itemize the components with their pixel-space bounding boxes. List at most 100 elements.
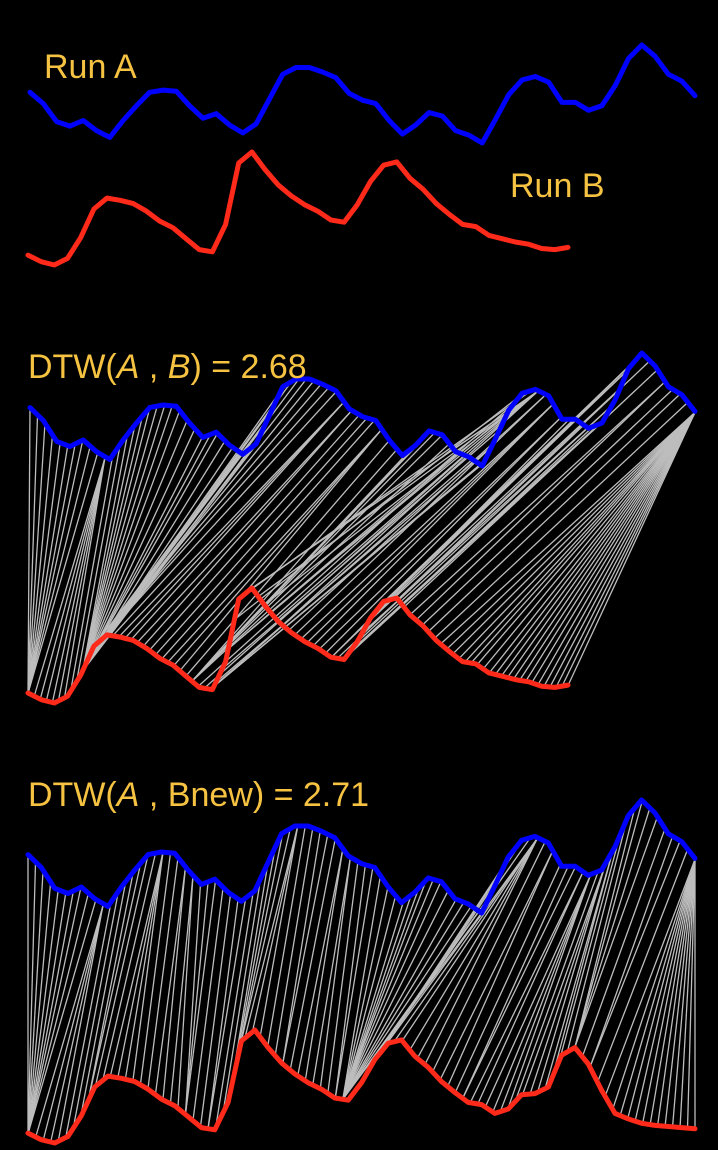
warping-line (184, 883, 209, 1115)
warping-line (664, 859, 696, 1127)
warping-line (49, 905, 104, 1144)
warping-line (27, 891, 59, 1135)
warping-line (297, 849, 344, 1076)
warping-line (367, 387, 621, 623)
warping-line (87, 864, 142, 1102)
warping-line (464, 411, 696, 663)
warping-line (589, 840, 681, 1068)
warping-line (130, 401, 345, 641)
warping-line (462, 867, 569, 1099)
warping-line (132, 852, 164, 1081)
warping-line (531, 412, 696, 684)
warping-line (184, 881, 217, 1115)
warping-line (342, 882, 441, 1100)
warping-line (385, 359, 636, 601)
warping-line (574, 799, 644, 1047)
warping-line (409, 837, 539, 1050)
dtw-a-b-arg-a: A (115, 348, 140, 386)
warping-line (82, 429, 195, 672)
warping-line (214, 894, 254, 1130)
warping-line (499, 875, 591, 1113)
warping-line (394, 837, 539, 1041)
warping-line (574, 816, 659, 1047)
warping-line (334, 868, 374, 1099)
warping-line (39, 458, 106, 700)
warping-line (318, 417, 561, 650)
run-b-label: Run B (510, 167, 605, 205)
warping-line (75, 446, 121, 683)
warping-line (476, 411, 696, 666)
warping-line (432, 841, 546, 1072)
warping-line (147, 858, 179, 1089)
warping-line (117, 852, 164, 1078)
warping-line (259, 825, 299, 1036)
warping-line (649, 859, 696, 1126)
warping-line (173, 429, 382, 667)
warping-line (361, 404, 614, 634)
warping-line (492, 875, 591, 1113)
warping-line (112, 391, 337, 637)
warping-line (470, 411, 696, 664)
warping-line (529, 865, 606, 1095)
warping-line (191, 444, 449, 682)
warping-line (342, 890, 419, 1100)
warping-line (82, 420, 188, 672)
warping-line (192, 888, 224, 1122)
warping-line (51, 458, 106, 704)
warping-line (282, 390, 539, 626)
run-a-series-line (25, 797, 698, 916)
warping-line (312, 857, 351, 1085)
warping-line (237, 828, 291, 1057)
warping-line (81, 417, 143, 672)
warping-line (162, 867, 187, 1100)
warping-line (185, 440, 390, 677)
warping-line (106, 383, 322, 636)
warping-line (604, 859, 696, 1097)
warping-line (27, 436, 54, 694)
warping-line (27, 889, 82, 1135)
warping-line (596, 849, 689, 1083)
warping-line (288, 394, 547, 631)
warping-line (274, 827, 314, 1055)
warping-line (191, 449, 397, 682)
warping-line (574, 806, 636, 1047)
warping-line (574, 807, 651, 1047)
warping-line (33, 458, 106, 697)
warping-line (537, 412, 696, 686)
warping-line (118, 401, 345, 638)
warping-line (109, 852, 164, 1077)
warping-line (427, 393, 681, 632)
warping-line (252, 825, 299, 1031)
warping-line (447, 850, 554, 1087)
warping-line (446, 411, 696, 650)
warping-line (207, 900, 246, 1130)
warping-line (142, 410, 352, 647)
warping-line (439, 850, 554, 1080)
warping-line (555, 412, 696, 688)
warping-line (518, 412, 696, 681)
warping-line (462, 867, 576, 1099)
warping-line (136, 410, 352, 644)
warping-lines (27, 799, 696, 1144)
warping-line (581, 828, 666, 1057)
warping-line (184, 885, 202, 1115)
warping-line (421, 389, 674, 626)
warping-line (488, 411, 696, 674)
bnew-series-line (25, 1027, 698, 1146)
warping-line (327, 862, 359, 1094)
warping-line (544, 851, 614, 1089)
warping-line (626, 859, 696, 1120)
warping-line (342, 903, 404, 1100)
warping-line (102, 853, 157, 1080)
warping-line (452, 411, 696, 655)
warping-line (417, 837, 539, 1059)
warping-line (477, 872, 584, 1105)
warping-line (387, 837, 539, 1043)
warping-line (336, 425, 584, 659)
warping-lines (27, 352, 696, 704)
run-a-series-line (27, 350, 698, 469)
warping-line (536, 865, 606, 1093)
warping-line (237, 832, 284, 1057)
warping-line (81, 410, 181, 672)
